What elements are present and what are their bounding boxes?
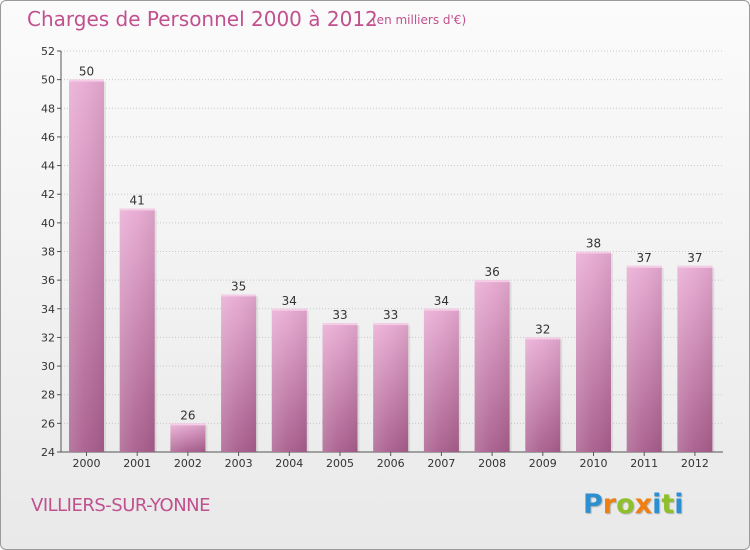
bar-cap [69, 79, 104, 82]
x-tick-label: 2011 [630, 457, 658, 470]
bar [271, 308, 309, 452]
y-tick-label: 48 [41, 102, 55, 115]
bar-highlight [119, 208, 155, 452]
brand-letter: o [616, 489, 635, 520]
bar-highlight [626, 265, 662, 452]
bar [677, 265, 715, 452]
y-tick-label: 40 [41, 217, 55, 230]
y-tick-label: 34 [41, 303, 55, 316]
bar-cap [221, 294, 257, 297]
data-label: 38 [586, 237, 601, 251]
data-label: 33 [332, 308, 347, 322]
chart-unit-note: (en milliers d'€) [372, 13, 467, 27]
x-tick-label: 2010 [580, 457, 608, 470]
x-tick-label: 2003 [225, 457, 253, 470]
y-tick-label: 46 [41, 131, 55, 144]
bar [576, 251, 613, 452]
brand-letter: t [661, 489, 675, 520]
data-label: 34 [282, 294, 297, 308]
proxiti-logo[interactable]: Proxiti [583, 489, 684, 520]
axes: 24 26 28 30 32 34 36 38 40 42 44 46 48 50 52 2000 2001 20… [41, 45, 723, 470]
bars [69, 79, 715, 453]
chart-title: Charges de Personnel 2000 à 2012 [27, 7, 378, 31]
bar [119, 208, 157, 452]
x-tick-label: 2008 [478, 457, 506, 470]
bar-highlight [525, 337, 561, 452]
brand-letter: r [602, 489, 617, 520]
y-tick-label: 36 [41, 274, 55, 287]
data-label: 26 [180, 408, 195, 422]
y-tick-label: 30 [41, 360, 55, 373]
bar-cap [322, 323, 358, 326]
bar [525, 337, 563, 452]
bar-highlight [69, 79, 104, 453]
data-label: 41 [130, 194, 145, 208]
x-tick-label: 2004 [275, 457, 303, 470]
x-tick-label: 2007 [427, 457, 455, 470]
y-tick-label: 38 [41, 246, 55, 259]
commune-name: VILLIERS-SUR-YONNE [31, 495, 211, 516]
bar-cap [474, 280, 510, 283]
y-tick-label: 44 [41, 160, 55, 173]
data-labels: 50 41 26 35 34 33 33 34 36 32 38 37 37 [79, 65, 703, 423]
data-label: 50 [79, 65, 94, 79]
bar-highlight [271, 308, 307, 452]
bar [322, 323, 360, 452]
data-label: 33 [383, 308, 398, 322]
bar [170, 423, 208, 452]
y-tick-label: 42 [41, 188, 55, 201]
bar-cap [576, 251, 611, 254]
bar-highlight [423, 308, 459, 452]
data-label: 34 [434, 294, 449, 308]
x-tick-label: 2001 [123, 457, 151, 470]
bar [474, 280, 512, 452]
y-tick-label: 32 [41, 331, 55, 344]
y-tick-label: 24 [41, 446, 55, 459]
y-tick-label: 28 [41, 389, 55, 402]
bar-highlight [474, 280, 510, 452]
data-label: 37 [687, 251, 702, 265]
x-tick-label: 2009 [529, 457, 557, 470]
brand-letter: i [674, 489, 684, 520]
brand-letter: x [634, 489, 653, 520]
bar [423, 308, 461, 452]
bar-highlight [677, 265, 713, 452]
bar [221, 294, 259, 452]
data-label: 37 [637, 251, 652, 265]
y-tick-label: 52 [41, 45, 55, 58]
brand-letter: i [652, 489, 662, 520]
bar-cap [119, 208, 155, 211]
bar-cap [423, 308, 459, 311]
y-tick-label: 50 [41, 74, 55, 87]
x-tick-label: 2006 [377, 457, 405, 470]
bar [69, 79, 106, 453]
brand-letter: P [583, 489, 603, 520]
bar-cap [677, 265, 713, 268]
x-tick-label: 2005 [326, 457, 354, 470]
data-label: 36 [484, 265, 499, 279]
bar [373, 323, 411, 452]
bar-cap [626, 265, 662, 268]
x-tick-label: 2000 [73, 457, 101, 470]
x-tick-label: 2012 [681, 457, 709, 470]
bar-cap [271, 308, 307, 311]
bar-highlight [576, 251, 611, 452]
bar [626, 265, 664, 452]
bar-highlight [221, 294, 257, 452]
data-label: 32 [535, 322, 550, 336]
y-tick-label: 26 [41, 417, 55, 430]
bar-cap [525, 337, 561, 340]
bar-cap [170, 423, 206, 426]
x-tick-label: 2002 [174, 457, 202, 470]
data-label: 35 [231, 279, 246, 293]
bar-highlight [373, 323, 409, 452]
bar-highlight [170, 423, 206, 452]
bar-highlight [322, 323, 358, 452]
bar-cap [373, 323, 409, 326]
